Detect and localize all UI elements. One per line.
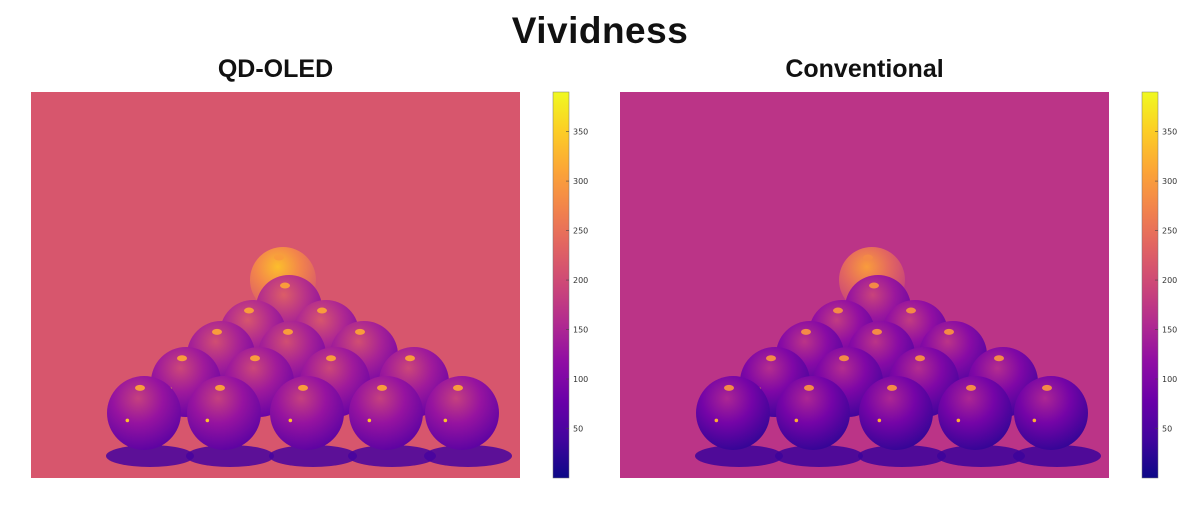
ball-reflection — [125, 418, 130, 423]
colorbar-qd-oled: 50 100 150 200 250 300 350 — [552, 91, 588, 479]
ball-highlight — [317, 307, 327, 314]
ball-highlight — [944, 328, 954, 335]
ball-highlight — [244, 307, 254, 314]
colorbar-tick-label: 200 — [1162, 276, 1177, 285]
ball-reflection — [443, 418, 448, 423]
colorbar-tick-label: 150 — [1162, 326, 1177, 335]
ball — [349, 376, 423, 450]
ball-highlight — [280, 282, 290, 289]
colorbar-gradient — [552, 91, 570, 479]
ball — [938, 376, 1012, 450]
ball-highlight — [804, 384, 814, 391]
heatmap-conventional — [620, 92, 1109, 478]
ball-highlight — [212, 328, 222, 335]
ball-highlight — [906, 307, 916, 314]
ball-shadow — [937, 445, 1025, 467]
colorbar-tick-label: 100 — [1162, 375, 1177, 384]
ball-highlight — [887, 384, 897, 391]
colorbar-tick-label: 200 — [573, 276, 588, 285]
ball — [1014, 376, 1088, 450]
ball-reflection — [877, 418, 882, 423]
colorbar-tick-label: 350 — [573, 128, 588, 137]
ball-highlight — [250, 355, 260, 362]
ball-reflection — [288, 418, 293, 423]
ball-highlight — [915, 355, 925, 362]
chart-main-title: Vividness — [511, 10, 689, 51]
ball-reflection — [205, 418, 210, 423]
panel-title-qd-oled: QD-OLED — [217, 55, 334, 83]
ball-reflection — [794, 418, 799, 423]
colorbar-gradient — [1141, 91, 1159, 479]
ball — [270, 376, 344, 450]
ball-shadow — [1013, 445, 1101, 467]
ball-highlight — [326, 355, 336, 362]
colorbar-tick-label: 300 — [1162, 177, 1177, 186]
colorbar-conventional: 50 100 150 200 250 300 350 — [1141, 91, 1177, 479]
ball-highlight — [872, 328, 882, 335]
ball — [776, 376, 850, 450]
colorbar-tick-label: 250 — [1162, 227, 1177, 236]
ball-highlight — [869, 282, 879, 289]
panel-title-conventional: Conventional — [785, 55, 944, 83]
ball-shadow — [858, 445, 946, 467]
colorbar-tick-label: 300 — [573, 177, 588, 186]
ball-shadow — [695, 445, 783, 467]
ball-highlight — [724, 384, 734, 391]
ball-shadow — [186, 445, 274, 467]
heatmap-qd-oled — [31, 92, 520, 478]
ball-highlight — [377, 384, 387, 391]
ball-highlight — [135, 384, 145, 391]
ball-highlight — [1042, 384, 1052, 391]
ball-highlight — [177, 355, 187, 362]
ball-highlight — [274, 254, 284, 261]
colorbar-tick-label: 250 — [573, 227, 588, 236]
ball-shadow — [106, 445, 194, 467]
ball — [187, 376, 261, 450]
ball — [859, 376, 933, 450]
ball — [425, 376, 499, 450]
ball-highlight — [283, 328, 293, 335]
colorbar-tick-label: 50 — [1162, 425, 1172, 434]
ball-highlight — [994, 355, 1004, 362]
ball — [107, 376, 181, 450]
ball-highlight — [863, 254, 873, 261]
ball-highlight — [766, 355, 776, 362]
ball-shadow — [775, 445, 863, 467]
ball-shadow — [348, 445, 436, 467]
colorbar-tick-label: 350 — [1162, 128, 1177, 137]
ball-highlight — [215, 384, 225, 391]
ball-shadow — [269, 445, 357, 467]
ball-highlight — [833, 307, 843, 314]
ball-highlight — [405, 355, 415, 362]
colorbar-tick-label: 50 — [573, 425, 583, 434]
ball-shadow — [424, 445, 512, 467]
ball-reflection — [956, 418, 961, 423]
ball-reflection — [714, 418, 719, 423]
ball — [696, 376, 770, 450]
colorbar-tick-label: 150 — [573, 326, 588, 335]
ball-highlight — [453, 384, 463, 391]
ball-reflection — [367, 418, 372, 423]
ball-highlight — [355, 328, 365, 335]
ball-highlight — [966, 384, 976, 391]
colorbar-tick-label: 100 — [573, 375, 588, 384]
ball-highlight — [298, 384, 308, 391]
ball-highlight — [801, 328, 811, 335]
ball-reflection — [1032, 418, 1037, 423]
ball-highlight — [839, 355, 849, 362]
